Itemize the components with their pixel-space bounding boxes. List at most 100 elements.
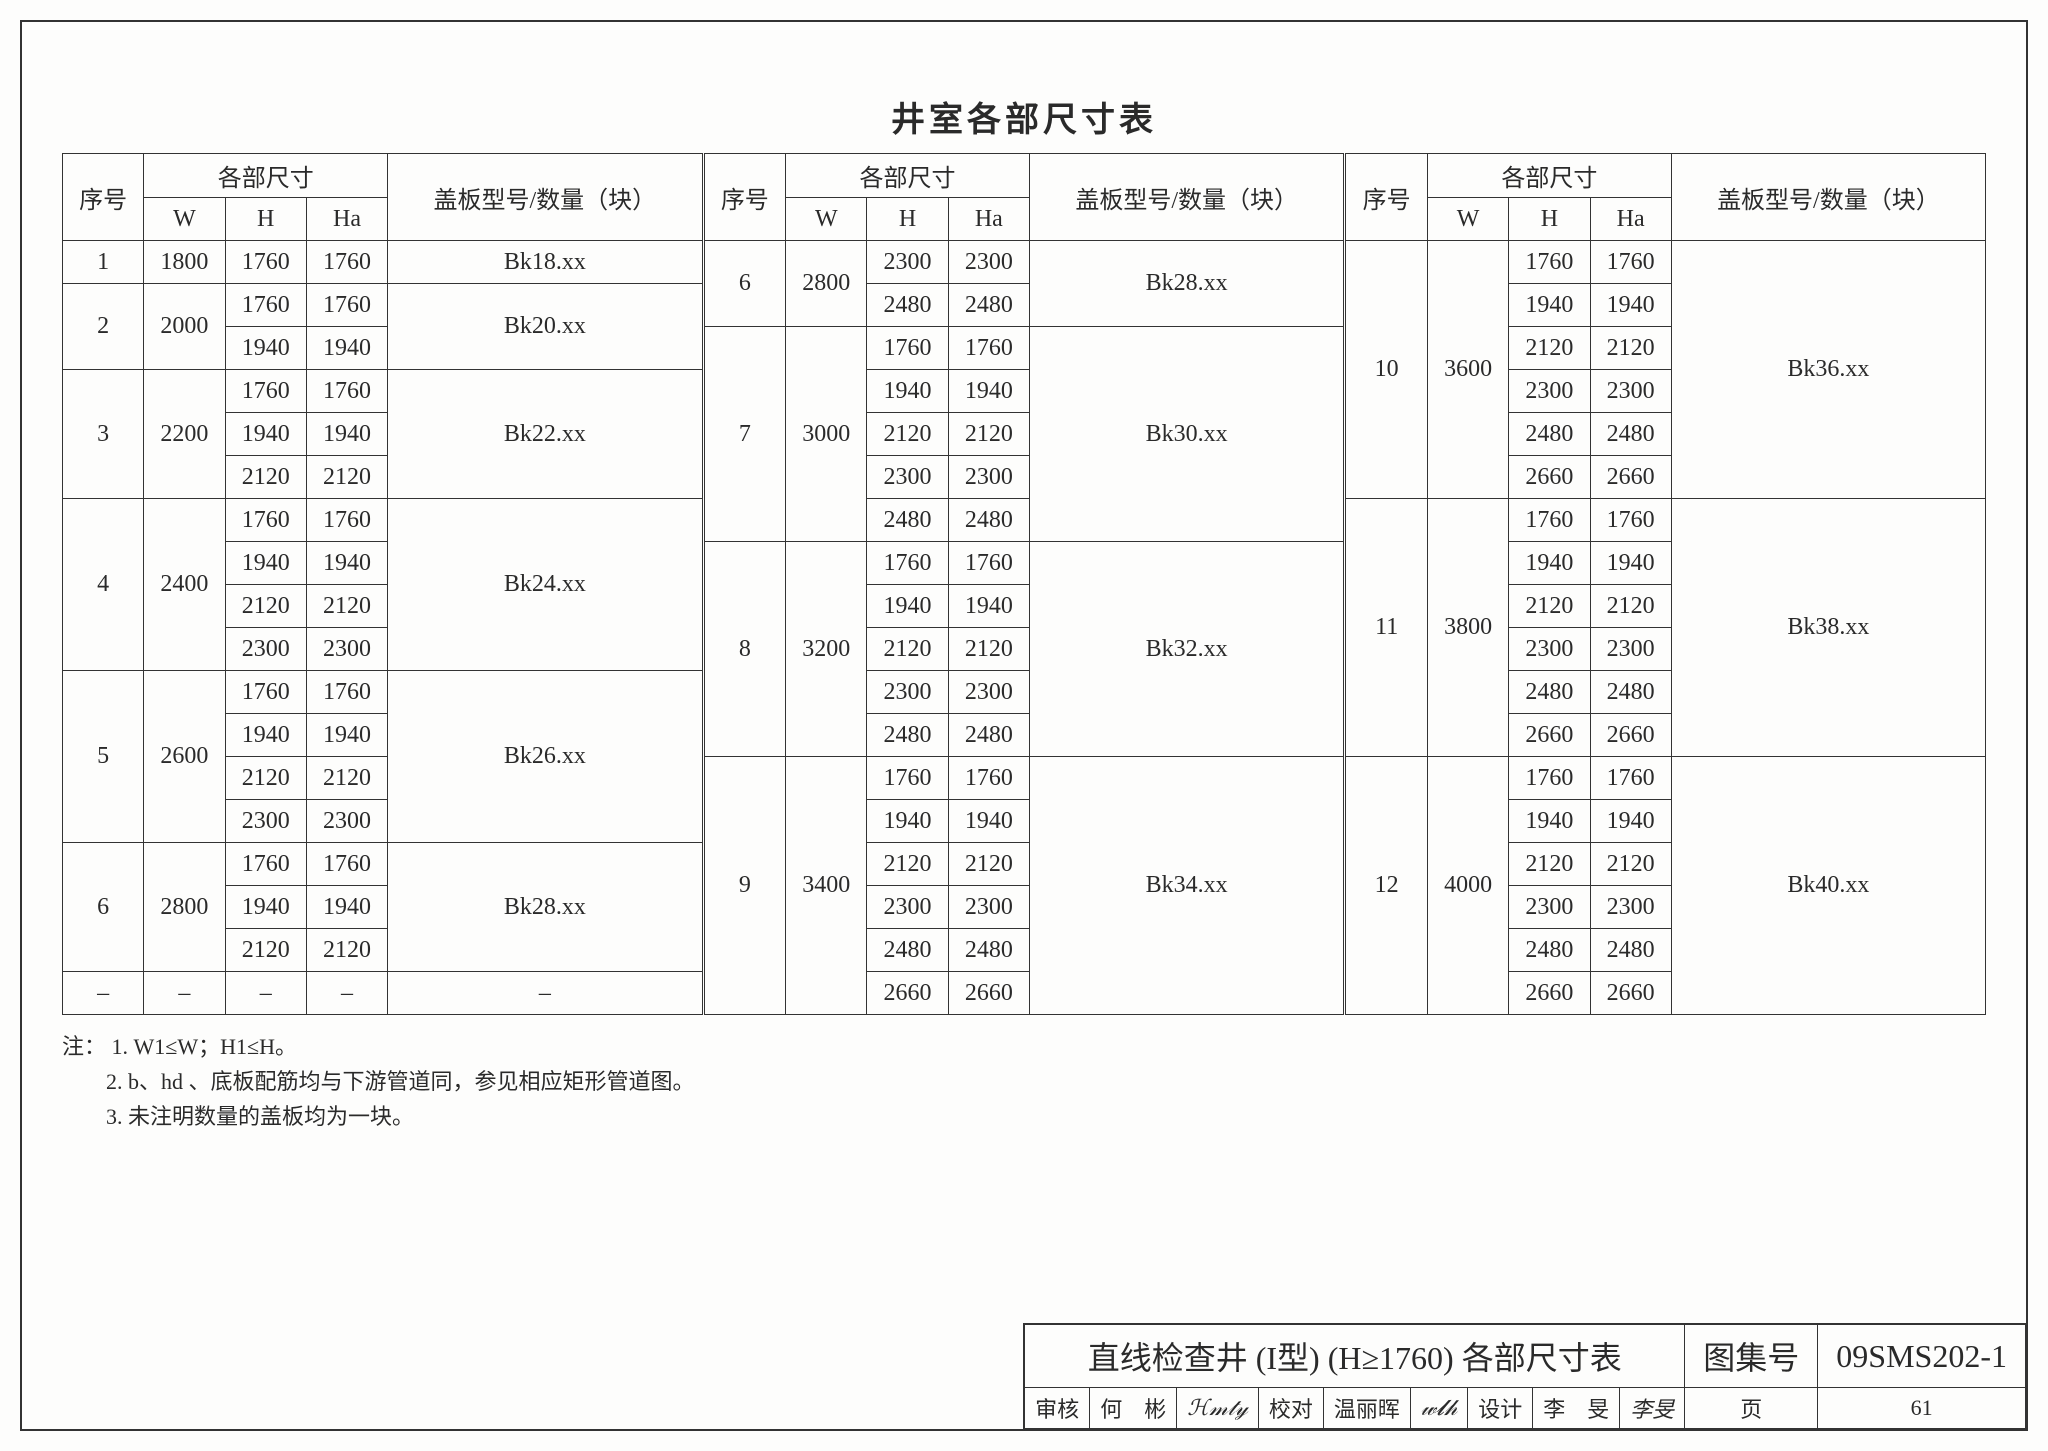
cell-h: 2480	[1509, 413, 1590, 456]
cell-ha: 2480	[1590, 413, 1671, 456]
cell-ha: 2120	[948, 628, 1029, 671]
design-label: 设计	[1468, 1388, 1533, 1429]
cell-w: 1800	[144, 241, 225, 284]
cell-ha: 1940	[306, 327, 387, 370]
cell-ha: 2300	[306, 628, 387, 671]
cell-ha: 2300	[1590, 370, 1671, 413]
cell-h: 2120	[867, 413, 948, 456]
cell-h: 1940	[225, 542, 306, 585]
cell-ha: 2660	[1590, 714, 1671, 757]
cell-ha: 2480	[948, 929, 1029, 972]
cell-h: 1760	[867, 327, 948, 370]
col-model: 盖板型号/数量（块）	[1029, 154, 1344, 241]
cell-ha: 2300	[948, 886, 1029, 929]
cell-h: 2300	[867, 886, 948, 929]
note-line: 2. b、hd 、底板配筋均与下游管道同，参见相应矩形管道图。	[106, 1069, 695, 1094]
cell-h: 2480	[867, 499, 948, 542]
cell-ha: 2120	[306, 929, 387, 972]
cell-model: Bk36.xx	[1671, 241, 1985, 499]
cell-model: Bk40.xx	[1671, 757, 1985, 1015]
cell-h: 1760	[225, 284, 306, 327]
cell-w: 2400	[144, 499, 225, 671]
cell-h: 2480	[867, 284, 948, 327]
cell-w: 2200	[144, 370, 225, 499]
cell-h: 1940	[225, 413, 306, 456]
col-ha: Ha	[1590, 198, 1671, 241]
cell-h: 2120	[1509, 843, 1590, 886]
cell-h: 2120	[225, 929, 306, 972]
cell-ha: 2660	[1590, 972, 1671, 1015]
cell-ha: 1760	[306, 671, 387, 714]
cell-ha: 2480	[948, 499, 1029, 542]
cell-ha: 1760	[1590, 757, 1671, 800]
title-block: 直线检查井 (I型) (H≥1760) 各部尺寸表 图集号 09SMS202-1…	[1023, 1323, 2026, 1429]
cell-model: Bk28.xx	[1029, 241, 1344, 327]
col-ha: Ha	[948, 198, 1029, 241]
cell-h: 1760	[225, 241, 306, 284]
cell-model: Bk38.xx	[1671, 499, 1985, 757]
cell-ha: 2120	[1590, 843, 1671, 886]
cell-w: 2600	[144, 671, 225, 843]
cell-h: 1940	[225, 886, 306, 929]
cell-h: 1760	[1509, 757, 1590, 800]
col-dims: 各部尺寸	[786, 154, 1030, 198]
cell-ha: 2120	[306, 456, 387, 499]
cell-ha: 1760	[948, 757, 1029, 800]
note-line: 3. 未注明数量的盖板均为一块。	[106, 1104, 414, 1129]
col-h: H	[1509, 198, 1590, 241]
cell-model: Bk28.xx	[388, 843, 703, 972]
cell-w: 3400	[786, 757, 867, 1015]
cell-w: 2800	[144, 843, 225, 972]
cell-ha: 1760	[306, 284, 387, 327]
cell-seq: 1	[63, 241, 144, 284]
cell-ha: 2120	[306, 757, 387, 800]
cell-h: 1760	[1509, 241, 1590, 284]
cell-h: 2660	[867, 972, 948, 1015]
cell-ha: 1940	[306, 886, 387, 929]
cell-h: 1940	[1509, 800, 1590, 843]
cell-h: 1760	[1509, 499, 1590, 542]
dimension-table: 序号各部尺寸盖板型号/数量（块）序号各部尺寸盖板型号/数量（块）序号各部尺寸盖板…	[62, 153, 1986, 1015]
cell-w: 2000	[144, 284, 225, 370]
cell-h: 2480	[1509, 929, 1590, 972]
cell-h: 2300	[867, 241, 948, 284]
set-number: 09SMS202-1	[1818, 1324, 2026, 1388]
cell-h: 1760	[225, 499, 306, 542]
cell-ha: 1760	[306, 370, 387, 413]
cell-w: 2800	[786, 241, 867, 327]
cell-h: 2300	[225, 800, 306, 843]
cell-h: 1940	[1509, 542, 1590, 585]
cell-model: Bk22.xx	[388, 370, 703, 499]
cell-seq: 2	[63, 284, 144, 370]
cell-seq: 4	[63, 499, 144, 671]
cell-model: Bk34.xx	[1029, 757, 1344, 1015]
cell-h: 1940	[867, 370, 948, 413]
cell-h: 2120	[1509, 585, 1590, 628]
cell-seq: 6	[703, 241, 786, 327]
cell-h: 2120	[867, 628, 948, 671]
cell-seq: 6	[63, 843, 144, 972]
cell-h: 1760	[225, 843, 306, 886]
notes-label: 注：	[62, 1034, 106, 1059]
cell-ha: 2660	[948, 972, 1029, 1015]
cell-ha: 2480	[1590, 671, 1671, 714]
cell-ha: 2120	[948, 843, 1029, 886]
cell-ha: 2300	[306, 800, 387, 843]
cell-h: 2300	[867, 456, 948, 499]
col-model: 盖板型号/数量（块）	[1671, 154, 1985, 241]
notes-block: 注： 1. W1≤W；H1≤H。 2. b、hd 、底板配筋均与下游管道同，参见…	[62, 1029, 1986, 1135]
cell-h: 1760	[225, 671, 306, 714]
cell-ha: 1940	[306, 413, 387, 456]
cell-w: 3800	[1427, 499, 1508, 757]
cell-w: 3200	[786, 542, 867, 757]
cell-h: 2120	[225, 585, 306, 628]
cell-h: 1940	[867, 585, 948, 628]
col-w: W	[144, 198, 225, 241]
review-name: 何 彬	[1090, 1388, 1177, 1429]
cell-seq: 11	[1345, 499, 1428, 757]
cell-h: 1760	[867, 757, 948, 800]
cell-h: 2300	[1509, 370, 1590, 413]
cell-seq: 8	[703, 542, 786, 757]
cell-ha: 1760	[948, 327, 1029, 370]
cell-ha: 2300	[948, 671, 1029, 714]
